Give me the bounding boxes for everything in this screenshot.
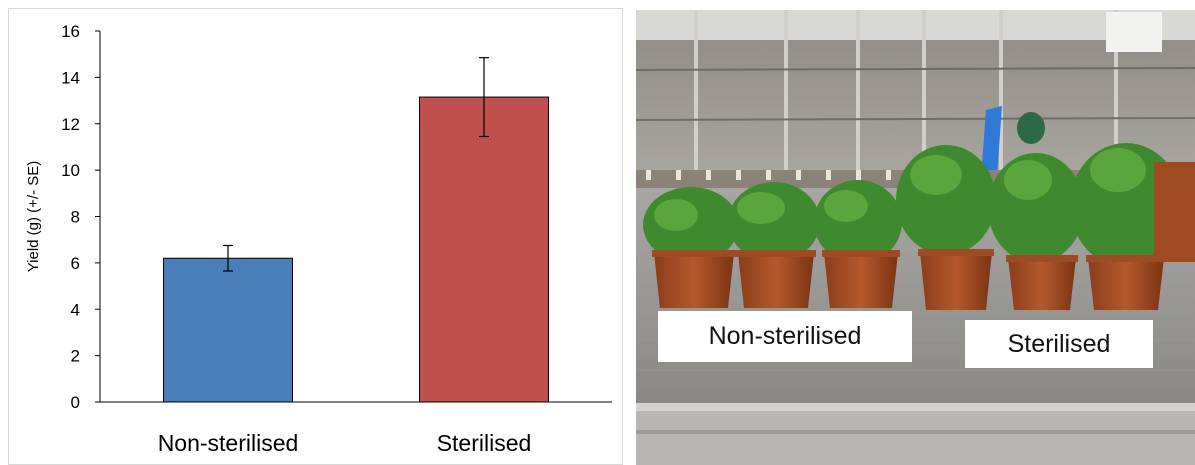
x-tick-label-sterilised: Sterilised — [437, 430, 532, 456]
y-tick-label-2: 4 — [71, 300, 80, 319]
greenhouse-illustration — [636, 10, 1195, 465]
x-tick-label-non-sterilised: Non-sterilised — [158, 430, 299, 456]
bar-sterilised — [419, 96, 549, 403]
y-tick-label-5: 10 — [61, 161, 80, 180]
bar-non-sterilised — [163, 257, 293, 403]
y-tick-label-7: 14 — [61, 68, 80, 87]
y-axis-label: Yield (g) (+/- SE) — [25, 161, 42, 273]
y-tick-label-4: 8 — [71, 208, 80, 227]
photo-label-sterilised: Sterilised — [965, 320, 1153, 368]
plant-photo: Non-sterilised Sterilised — [636, 10, 1195, 465]
y-tick-label-1: 2 — [71, 347, 80, 366]
bar-chart-svg: 0 2 4 6 8 10 12 14 16 Yield (g) (+/- SE) Non-steri… — [8, 8, 623, 465]
y-tick-label-8: 16 — [61, 22, 80, 41]
bar-chart: 0 2 4 6 8 10 12 14 16 Yield (g) (+/- SE) Non-steri… — [8, 8, 623, 465]
y-tick-label-3: 6 — [71, 254, 80, 273]
y-tick-label-0: 0 — [71, 393, 80, 412]
photo-label-non-sterilised: Non-sterilised — [658, 311, 912, 362]
y-tick-label-6: 12 — [61, 115, 80, 134]
